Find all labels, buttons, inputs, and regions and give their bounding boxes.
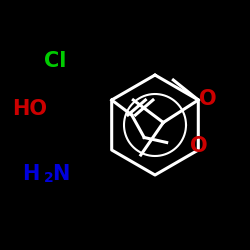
Text: H: H [22,164,40,184]
Text: O: O [190,136,208,156]
Text: 2: 2 [44,170,54,184]
Text: N: N [52,164,70,184]
Text: HO: HO [12,99,48,119]
Text: O: O [199,89,216,109]
Text: Cl: Cl [44,51,66,71]
